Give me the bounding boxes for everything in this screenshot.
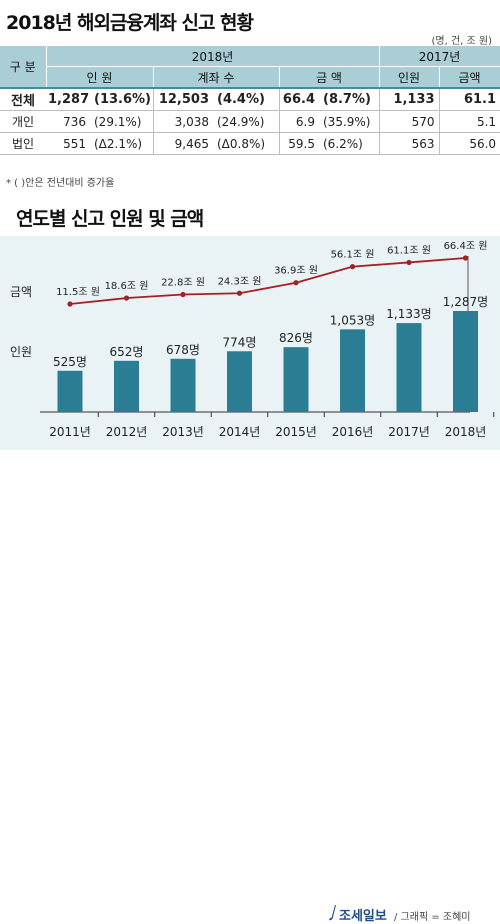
line-value-label: 18.6조 원: [105, 280, 149, 292]
table-row: 법인 551 (Δ2.1%) 9,465 (Δ0.8%) 59.5 (6.2%)…: [0, 132, 500, 155]
line-value-label: 66.4조 원: [444, 240, 488, 252]
line-point: [293, 280, 299, 286]
x-tick-label: 2017년: [388, 425, 430, 439]
line-point: [180, 291, 186, 298]
x-tick-label: 2014년: [219, 425, 261, 439]
bar: [340, 329, 365, 412]
line-value-label: 24.3조 원: [218, 275, 262, 287]
x-tick-label: 2016년: [332, 425, 374, 439]
bar: [396, 323, 422, 412]
cell-people-change: (Δ2.1%): [90, 132, 154, 155]
cell-accounts: 12,503: [153, 87, 213, 111]
bar-value-label: 774명: [223, 335, 257, 349]
x-tick-label: 2015년: [275, 425, 317, 439]
cell-amount: 66.4: [279, 87, 319, 111]
line-value-label: 11.5조 원: [56, 286, 100, 298]
bar-value-label: 1,133명: [386, 307, 431, 321]
row-label: 전체: [0, 87, 46, 111]
cell-amount: 59.5: [279, 132, 319, 155]
line-point: [462, 255, 469, 261]
cell-amount: 6.9: [279, 110, 319, 133]
cell-amount-2017: 5.1: [439, 110, 500, 133]
bar-value-label: 525명: [53, 355, 87, 369]
cell-people: 551: [46, 132, 90, 155]
header-year-2017: 2017년: [379, 46, 500, 67]
header-people: 인 원: [46, 66, 154, 89]
bar: [283, 347, 309, 412]
series-label-people: 인원: [10, 345, 32, 359]
footnote: * ( )안은 전년대비 증가율: [6, 178, 115, 189]
line-value-label: 22.8조 원: [161, 277, 205, 289]
logo-icon: [329, 905, 336, 921]
header-year-2018: 2018년: [46, 46, 380, 67]
cell-amount-change: (6.2%): [319, 132, 380, 155]
table-row: 개인 736 (29.1%) 3,038 (24.9%) 6.9 (35.9%)…: [0, 110, 500, 133]
line-value-label: 56.1조 원: [331, 249, 375, 261]
page-title: 2018년 해외금융계좌 신고 현황: [6, 12, 254, 34]
footer: 조세일보 / 그래픽 = 조혜미: [0, 450, 500, 924]
bar-value-label: 1,287명: [443, 295, 488, 309]
cell-people-change: (13.6%): [90, 87, 154, 111]
header-accounts: 계좌 수: [153, 66, 280, 89]
amount-line: [69, 257, 466, 305]
row-label: 법인: [0, 132, 46, 155]
line-point: [406, 259, 412, 266]
line-value-label: 61.1조 원: [387, 244, 431, 256]
cell-amount-2017: 61.1: [439, 87, 500, 111]
bar: [114, 360, 139, 412]
x-tick-label: 2011년: [49, 425, 91, 439]
bar-line-chart: 금액 인원 525명 2011년 652명 2012년 678명 2013년 774명 201…: [10, 240, 495, 439]
line-point: [349, 264, 356, 270]
bar-value-label: 1,053명: [330, 313, 375, 327]
bar: [170, 358, 196, 412]
line-point: [67, 301, 73, 307]
cell-accounts-change: (Δ0.8%): [213, 132, 280, 155]
cell-amount-change: (8.7%): [319, 87, 380, 111]
cell-accounts: 3,038: [153, 110, 213, 133]
cell-people: 1,287: [46, 87, 90, 111]
x-tick-label: 2018년: [445, 425, 487, 439]
bar: [453, 311, 478, 412]
x-tick-label: 2013년: [162, 425, 204, 439]
cell-amount-2017: 56.0: [439, 132, 500, 155]
logo-text: 조세일보: [339, 909, 387, 924]
row-label: 개인: [0, 110, 46, 133]
header-category: 구 분: [0, 46, 47, 89]
cell-accounts: 9,465: [153, 132, 213, 155]
bar-value-label: 652명: [110, 345, 144, 359]
header-amount-2017: 금액: [439, 66, 500, 89]
line-point: [123, 295, 130, 301]
bar-value-label: 826명: [279, 331, 313, 345]
cell-people-change: (29.1%): [90, 110, 154, 133]
bar-value-label: 678명: [166, 343, 200, 357]
cell-accounts-change: (24.9%): [213, 110, 280, 133]
cell-people: 736: [46, 110, 90, 133]
line-point: [236, 290, 243, 296]
unit-note: (명, 건, 조 원): [431, 36, 493, 47]
stats-table: 구 분 2018년 2017년 인 원 계좌 수 금 액 인원 금액 전체 1,…: [0, 46, 500, 155]
cell-amount-change: (35.9%): [319, 110, 380, 133]
header-amount: 금 액: [279, 66, 380, 89]
bar: [57, 370, 83, 412]
series-label-amount: 금액: [10, 285, 32, 299]
chart-title: 연도별 신고 인원 및 금액: [16, 208, 204, 230]
cell-people-2017: 563: [379, 132, 440, 155]
bar: [227, 351, 252, 412]
cell-people-2017: 1,133: [379, 87, 440, 111]
table-row: 전체 1,287 (13.6%) 12,503 (4.4%) 66.4 (8.7…: [0, 87, 500, 111]
cell-people-2017: 570: [379, 110, 440, 133]
header-people-2017: 인원: [379, 66, 440, 89]
line-value-label: 36.9조 원: [274, 265, 318, 277]
graphic-credit: / 그래픽 = 조혜미: [394, 912, 471, 923]
cell-accounts-change: (4.4%): [213, 87, 280, 111]
x-tick-label: 2012년: [106, 425, 148, 439]
